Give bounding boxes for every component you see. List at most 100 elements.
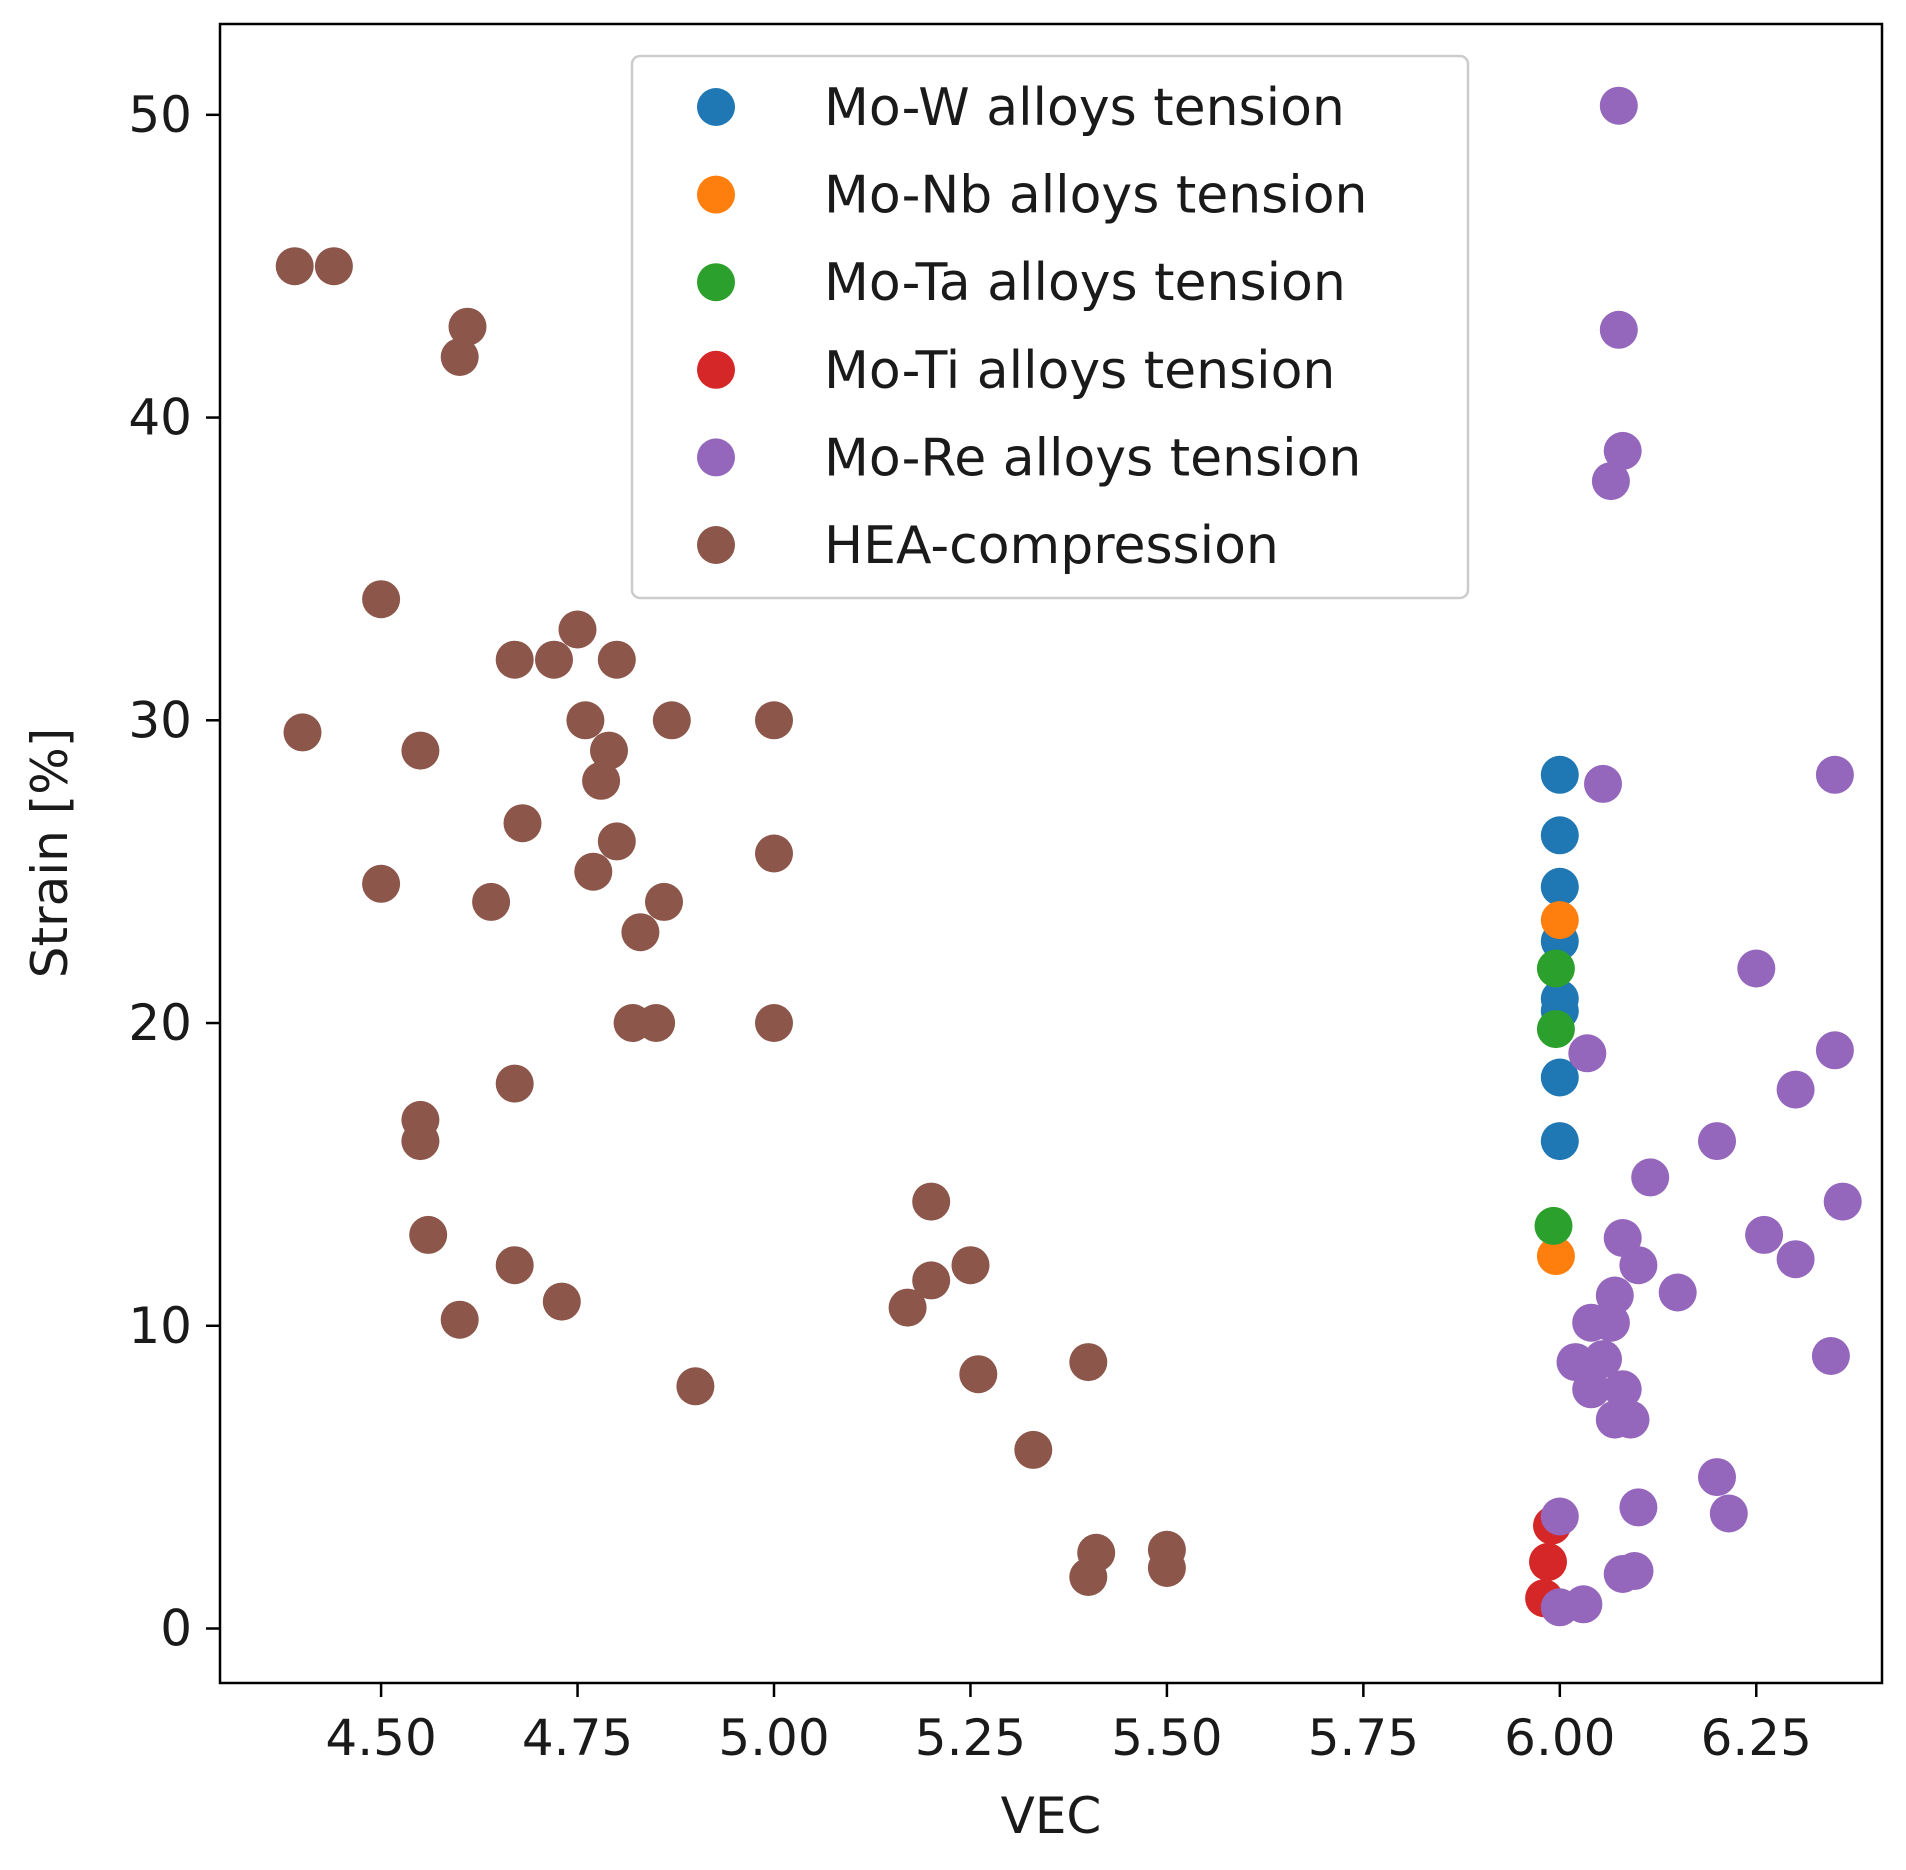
point-mo-re-alloys-tension-15 [1619,1246,1658,1285]
point-hea-compression-35 [912,1182,951,1221]
y-axis-ticks: 0 10 20 30 40 50 [128,86,220,1658]
point-hea-compression-13 [401,731,440,770]
point-hea-compression-9 [566,701,605,740]
x-axis-label: VEC [1001,1787,1102,1845]
point-mo-re-alloys-tension-23 [1572,1370,1611,1409]
point-hea-compression-31 [495,1246,534,1285]
legend-marker [697,350,735,389]
point-hea-compression-14 [590,731,628,770]
point-hea-compression-12 [283,713,322,752]
point-mo-re-alloys-tension-17 [1658,1273,1697,1312]
y-tick-label: 10 [128,1297,192,1355]
point-hea-compression-30 [409,1215,448,1254]
point-hea-compression-3 [440,338,479,376]
legend: Mo-W alloys tension Mo-Nb alloys tension M… [630,54,1470,600]
point-mo-w-alloys-tension-7 [1540,1122,1579,1161]
y-axis-label: Strain [%] [21,728,79,979]
y-tick-label: 30 [128,691,192,749]
point-hea-compression-1 [314,247,353,286]
point-hea-compression-0 [275,247,314,286]
point-hea-compression-45 [1147,1549,1186,1587]
x-tick-label: 5.50 [1111,1709,1222,1767]
point-mo-re-alloys-tension-4 [1584,764,1622,803]
point-mo-re-alloys-tension-5 [1815,755,1854,794]
point-mo-ti-alloys-tension-1 [1529,1542,1567,1581]
x-tick-label: 5.75 [1308,1709,1419,1767]
point-hea-compression-25 [637,1004,676,1042]
legend-label: Mo-Nb alloys tension [824,166,1367,226]
point-hea-compression-21 [472,882,511,921]
legend-label: HEA-compression [824,516,1279,576]
point-mo-re-alloys-tension-3 [1591,462,1630,501]
point-mo-ta-alloys-tension-0 [1536,949,1575,988]
point-hea-compression-34 [676,1367,715,1406]
legend-label: Mo-Ti alloys tension [824,341,1335,401]
point-hea-compression-6 [495,640,534,679]
y-tick-label: 40 [128,389,192,447]
point-hea-compression-2 [448,307,487,346]
point-mo-re-alloys-tension-0 [1599,86,1638,125]
legend-marker [697,526,735,564]
x-tick-label: 5.00 [718,1709,829,1767]
legend-marker [697,88,735,126]
point-hea-compression-20 [362,864,401,903]
legend-label: Mo-Re alloys tension [824,428,1361,488]
point-hea-compression-17 [597,822,636,861]
legend-marker [697,438,735,477]
point-mo-re-alloys-tension-14 [1745,1215,1784,1254]
point-mo-re-alloys-tension-30 [1619,1488,1658,1527]
point-mo-re-alloys-tension-35 [1540,1588,1579,1627]
point-mo-re-alloys-tension-9 [1776,1070,1815,1109]
point-mo-w-alloys-tension-1 [1540,816,1579,855]
point-hea-compression-41 [1014,1430,1053,1469]
point-hea-compression-39 [959,1355,998,1394]
point-hea-compression-36 [912,1261,951,1300]
point-mo-re-alloys-tension-2 [1603,431,1642,470]
point-mo-re-alloys-tension-31 [1540,1497,1579,1536]
point-mo-re-alloys-tension-33 [1615,1552,1654,1590]
x-tick-label: 5.25 [915,1709,1026,1767]
point-hea-compression-10 [652,701,691,740]
x-tick-label: 6.25 [1701,1709,1812,1767]
plot-frame [218,22,1884,1685]
point-mo-re-alloys-tension-26 [1611,1400,1650,1439]
x-tick-label: 4.50 [325,1709,436,1767]
point-mo-re-alloys-tension-29 [1709,1494,1748,1533]
legend-marker [697,175,735,214]
y-tick-label: 0 [160,1600,192,1658]
y-tick-label: 50 [128,86,192,144]
point-mo-ta-alloys-tension-2 [1534,1206,1573,1245]
point-hea-compression-7 [535,640,573,679]
point-mo-ta-alloys-tension-1 [1536,1010,1575,1049]
point-mo-w-alloys-tension-0 [1540,755,1579,794]
point-mo-re-alloys-tension-7 [1568,1034,1607,1073]
y-tick-label: 20 [128,994,192,1052]
point-hea-compression-29 [401,1122,440,1161]
point-mo-nb-alloys-tension-0 [1540,901,1579,940]
point-hea-compression-38 [888,1288,927,1327]
point-hea-compression-5 [558,610,597,649]
point-mo-re-alloys-tension-28 [1698,1458,1736,1497]
point-hea-compression-11 [755,701,793,740]
point-mo-re-alloys-tension-11 [1631,1158,1670,1197]
legend-marker [697,263,735,302]
point-hea-compression-16 [503,804,542,843]
data-points-layer [275,86,1862,1627]
legend-label: Mo-Ta alloys tension [824,253,1346,313]
point-mo-re-alloys-tension-8 [1815,1031,1854,1070]
point-hea-compression-37 [951,1246,990,1285]
legend-box [630,54,1470,600]
point-mo-re-alloys-tension-20 [1591,1303,1630,1342]
point-hea-compression-4 [362,580,401,619]
point-mo-re-alloys-tension-27 [1811,1337,1850,1375]
point-hea-compression-23 [621,913,660,952]
x-axis-ticks: 4.50 4.75 5.00 5.25 5.50 5.75 6.00 6.25 [325,1683,1812,1767]
point-hea-compression-8 [597,640,636,679]
point-hea-compression-43 [1069,1558,1108,1596]
point-mo-re-alloys-tension-10 [1698,1122,1736,1161]
point-hea-compression-22 [645,882,683,921]
point-mo-nb-alloys-tension-1 [1536,1237,1575,1276]
point-hea-compression-33 [440,1300,479,1339]
